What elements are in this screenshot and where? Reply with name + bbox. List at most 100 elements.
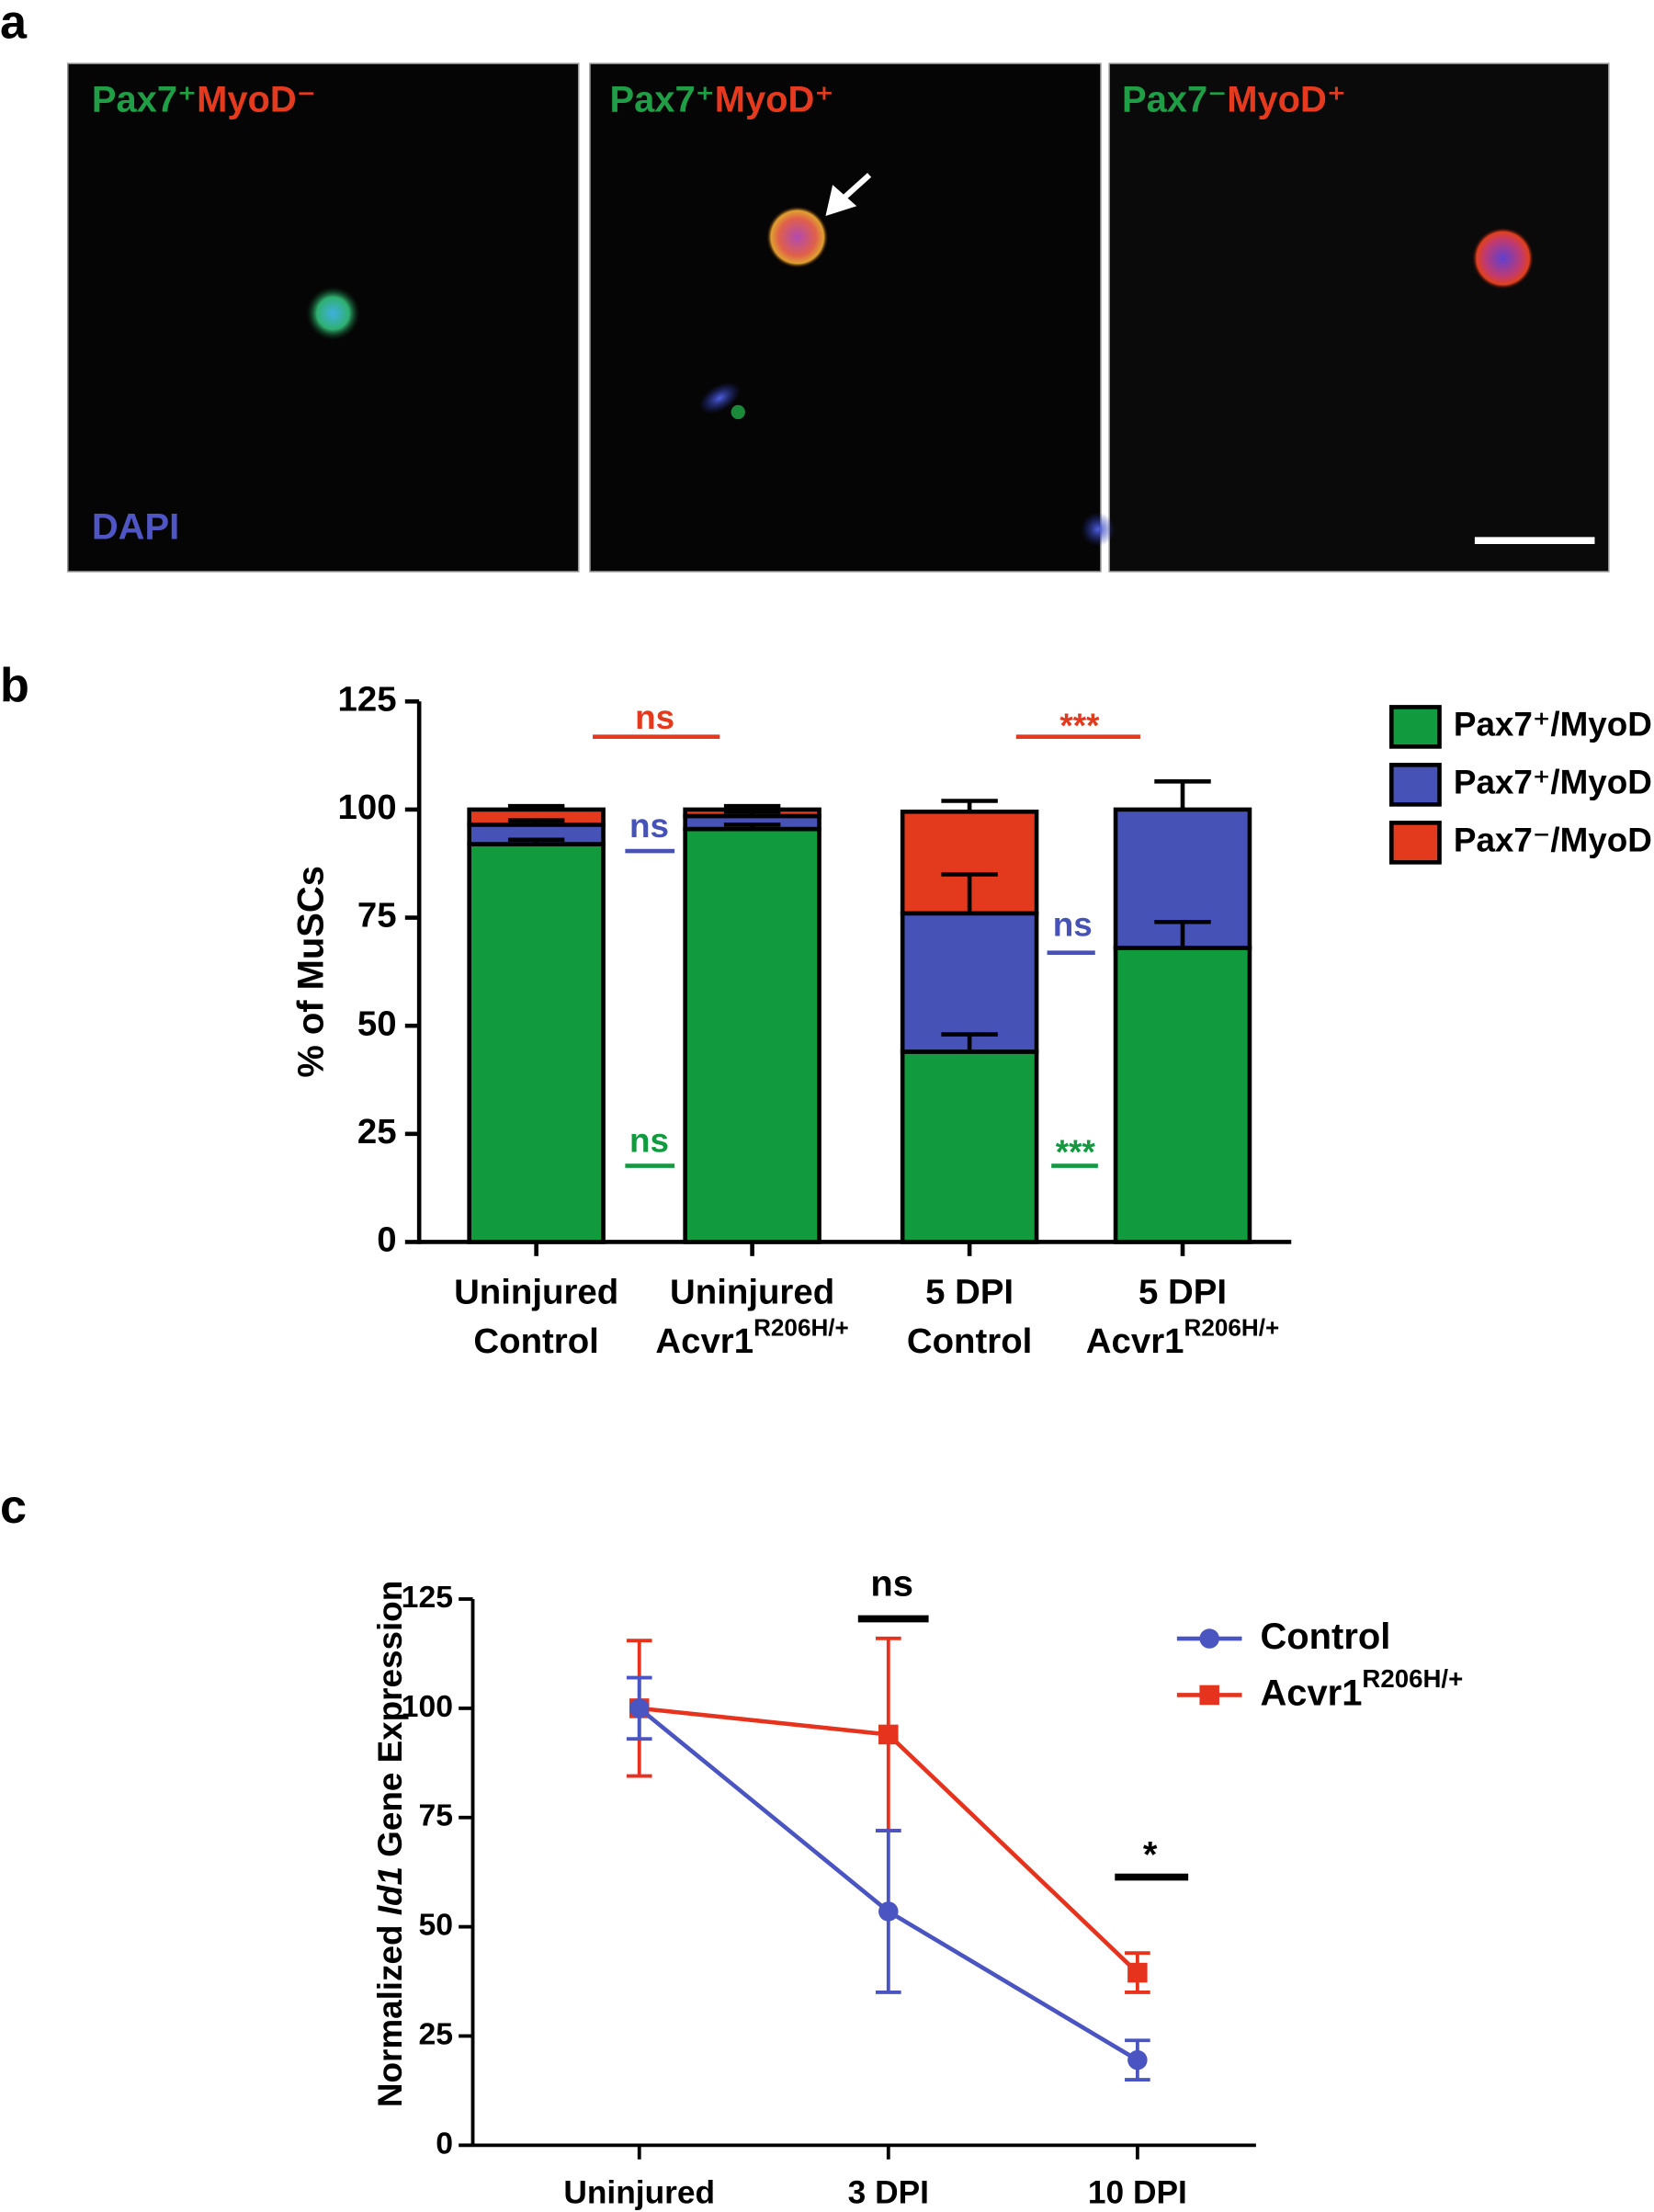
label-superscript: R206H/+ (753, 1314, 849, 1342)
y-tick-label: 50 (357, 1004, 397, 1043)
marker (629, 1698, 650, 1719)
title-part: Pax7⁺ (92, 79, 197, 119)
marker (878, 1724, 899, 1745)
y-tick-label: 0 (377, 1220, 396, 1260)
marker (1199, 1685, 1219, 1706)
label-superscript: R206H/+ (1184, 1314, 1279, 1342)
significance-label: * (1143, 1835, 1158, 1876)
x-tick-label: 5 DPI (925, 1272, 1014, 1311)
x-tick-label: Control (907, 1322, 1032, 1361)
panel-label: c (0, 1480, 27, 1534)
error-bar (1154, 779, 1211, 810)
label-text: Control (907, 1322, 1032, 1361)
significance-label: ns (629, 1122, 669, 1160)
error-bar (941, 872, 998, 913)
label-part: Normalized (371, 1915, 409, 2107)
image-title: Pax7⁺MyoD⁺ (609, 79, 833, 119)
label-superscript: R206H/+ (1362, 1664, 1463, 1693)
significance-label: ns (1053, 906, 1093, 944)
legend-label: Pax7⁺/MyoD⁺ (1454, 764, 1654, 801)
y-tick-label: 25 (418, 2016, 453, 2051)
arrow (839, 173, 872, 203)
label-text: 5 DPI (925, 1272, 1014, 1311)
significance-label: *** (1059, 707, 1100, 744)
marker (878, 1901, 899, 1922)
y-tick-label: 125 (338, 679, 397, 719)
cell (306, 286, 360, 341)
error-bar (1154, 919, 1211, 948)
label-text: Uninjured (670, 1272, 834, 1311)
micrographs (66, 62, 1610, 573)
arrow-head (825, 185, 857, 216)
image-title: Pax7⁺MyoD⁻ (92, 79, 316, 119)
y-tick-label: 75 (418, 1798, 453, 1833)
y-axis-label: % of MuSCs (291, 866, 332, 1078)
label-text: Control (1260, 1616, 1390, 1657)
panel-label: a (0, 0, 28, 49)
label-text: Uninjured (454, 1272, 618, 1311)
legend-label: Pax7⁻/MyoD⁺ (1454, 822, 1654, 859)
error-bar (723, 822, 781, 830)
legend-swatch (1389, 705, 1442, 749)
cell (698, 381, 741, 414)
title-part: MyoD⁻ (197, 79, 316, 119)
cell (765, 206, 829, 268)
title-part: MyoD⁺ (1227, 79, 1346, 119)
image-title: Pax7⁻MyoD⁺ (1122, 79, 1346, 119)
legend-swatch (1389, 763, 1442, 807)
marker (1199, 1628, 1219, 1649)
label-part: Gene Expression (371, 1581, 409, 1866)
x-tick-label: Uninjured (563, 2174, 715, 2210)
cell (1081, 512, 1116, 547)
label-text: Acvr1 (1086, 1322, 1184, 1361)
x-tick-label: Acvr1R206H/+ (1086, 1314, 1279, 1362)
label-text: Acvr1 (655, 1322, 753, 1361)
y-tick-label: 50 (418, 1908, 453, 1943)
x-tick-label: Uninjured (670, 1272, 834, 1311)
error-bar (507, 803, 565, 810)
significance-label: ns (870, 1564, 913, 1605)
label-text: Control (473, 1322, 598, 1361)
y-tick-label: 25 (357, 1112, 397, 1151)
cell (731, 404, 745, 420)
significance-label: ns (635, 698, 674, 736)
error-bar (507, 837, 565, 845)
y-tick-label: 100 (338, 788, 397, 827)
x-tick-label: 10 DPI (1088, 2174, 1187, 2210)
x-tick-label: 3 DPI (848, 2174, 929, 2210)
x-tick-label: 5 DPI (1139, 1272, 1227, 1311)
error-bar (941, 799, 998, 812)
title-part: Pax7⁺ (609, 79, 714, 119)
bar-segment (900, 1049, 1039, 1244)
legend-label: Pax7⁺/MyoD⁻ (1454, 706, 1654, 743)
x-tick-label: Acvr1R206H/+ (655, 1314, 848, 1362)
legend-label: Acvr1R206H/+ (1260, 1664, 1463, 1713)
bar-segment (467, 842, 606, 1244)
label-text: 5 DPI (1139, 1272, 1227, 1311)
y-tick-label: 125 (402, 1580, 453, 1615)
marker (1127, 1962, 1148, 1983)
label-part: Id1 (371, 1866, 409, 1915)
marker (1127, 2049, 1148, 2070)
y-axis-label: Normalized Id1 Gene Expression (371, 1581, 409, 2107)
error-bar (507, 818, 565, 825)
y-tick-label: 0 (436, 2126, 453, 2161)
error-bar (723, 809, 781, 816)
significance-label: ns (629, 807, 669, 845)
x-tick-label: Control (473, 1322, 598, 1361)
legend-label: Control (1260, 1616, 1390, 1657)
error-bar (723, 803, 781, 810)
cell (1471, 227, 1535, 289)
image-caption: DAPI (92, 506, 179, 547)
label-text: Acvr1 (1260, 1673, 1362, 1713)
bar-segment (900, 911, 1039, 1054)
bar-segment (1113, 946, 1252, 1244)
micrograph (1108, 62, 1610, 573)
x-tick-label: Uninjured (454, 1272, 618, 1311)
title-part: MyoD⁺ (715, 79, 834, 119)
y-tick-label: 100 (402, 1689, 453, 1724)
bar-segment (683, 826, 821, 1244)
panel-label: b (0, 659, 29, 712)
